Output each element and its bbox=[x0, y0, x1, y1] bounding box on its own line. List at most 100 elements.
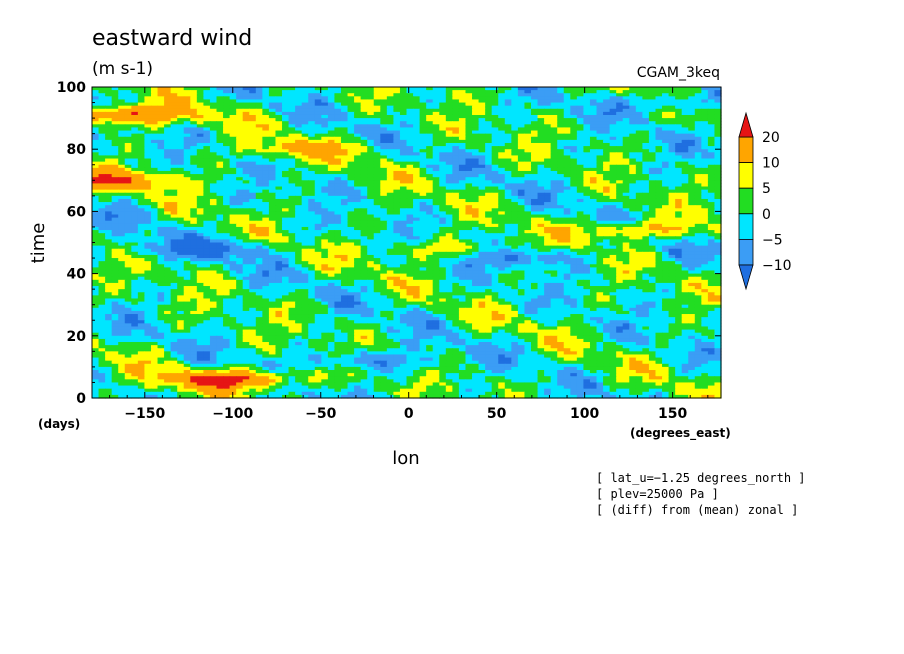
heatmap-cell bbox=[688, 87, 696, 91]
heatmap-cell bbox=[478, 127, 486, 132]
heatmap-cell bbox=[655, 161, 663, 166]
heatmap-cell bbox=[295, 108, 303, 113]
heatmap-cell bbox=[150, 152, 159, 157]
heatmap-cell bbox=[478, 217, 486, 222]
heatmap-cell bbox=[439, 180, 447, 185]
heatmap-cell bbox=[537, 105, 545, 110]
heatmap-cell bbox=[118, 152, 126, 157]
heatmap-cell bbox=[498, 158, 506, 163]
heatmap-cell bbox=[452, 198, 460, 203]
heatmap-cell bbox=[511, 121, 519, 125]
heatmap-cell bbox=[596, 142, 604, 147]
heatmap-cell bbox=[635, 90, 643, 94]
heatmap-cell bbox=[655, 111, 663, 116]
heatmap-cell bbox=[458, 149, 467, 153]
heatmap-cell bbox=[707, 186, 716, 191]
heatmap-cell bbox=[648, 236, 657, 240]
heatmap-cell bbox=[249, 114, 257, 119]
heatmap-cell bbox=[236, 142, 244, 147]
heatmap-cell bbox=[675, 208, 683, 212]
heatmap-cell bbox=[314, 217, 322, 222]
heatmap-cell bbox=[314, 198, 322, 203]
heatmap-cell bbox=[216, 90, 224, 94]
heatmap-cell bbox=[662, 230, 670, 234]
heatmap-cell bbox=[118, 242, 126, 247]
heatmap-cell bbox=[275, 202, 283, 206]
heatmap-cell bbox=[491, 202, 499, 206]
heatmap-cell bbox=[118, 93, 126, 97]
heatmap-cell bbox=[111, 161, 119, 166]
heatmap-cell bbox=[603, 183, 611, 188]
heatmap-cell bbox=[275, 239, 283, 244]
heatmap-cell bbox=[426, 155, 434, 160]
heatmap-cell bbox=[373, 146, 381, 150]
heatmap-cell bbox=[406, 202, 414, 206]
heatmap-cell bbox=[386, 118, 394, 122]
heatmap-cell bbox=[118, 183, 126, 188]
heatmap-cell bbox=[262, 121, 270, 125]
heatmap-cell bbox=[105, 108, 113, 113]
heatmap-cell bbox=[216, 180, 224, 185]
heatmap-cell bbox=[596, 174, 604, 178]
heatmap-cell bbox=[589, 127, 598, 132]
heatmap-cell bbox=[255, 142, 263, 147]
heatmap-cell bbox=[675, 195, 683, 200]
heatmap-cell bbox=[301, 189, 309, 194]
heatmap-cell bbox=[295, 167, 303, 172]
heatmap-cell bbox=[609, 121, 617, 125]
heatmap-cell bbox=[485, 96, 493, 101]
heatmap-cell bbox=[662, 155, 670, 160]
heatmap-cell bbox=[229, 202, 237, 206]
heatmap-cell bbox=[340, 230, 349, 234]
heatmap-cell bbox=[465, 99, 473, 104]
heatmap-cell bbox=[432, 167, 440, 172]
heatmap-cell bbox=[452, 105, 460, 110]
heatmap-cell bbox=[596, 208, 604, 212]
heatmap-cell bbox=[249, 245, 257, 250]
heatmap-cell bbox=[465, 183, 473, 188]
heatmap-cell bbox=[406, 208, 414, 212]
heatmap-cell bbox=[150, 220, 159, 225]
heatmap-cell bbox=[478, 158, 486, 163]
heatmap-cell bbox=[530, 118, 539, 122]
heatmap-cell bbox=[203, 180, 211, 185]
heatmap-cell bbox=[203, 130, 211, 135]
heatmap-cell bbox=[452, 189, 460, 194]
heatmap-cell bbox=[196, 186, 204, 191]
heatmap-cell bbox=[157, 202, 165, 206]
heatmap-cell bbox=[268, 93, 277, 97]
heatmap-cell bbox=[648, 99, 657, 104]
heatmap-cell bbox=[530, 180, 539, 185]
heatmap-cell bbox=[98, 170, 106, 175]
heatmap-cell bbox=[282, 211, 290, 216]
heatmap-cell bbox=[262, 108, 270, 113]
heatmap-cell bbox=[170, 99, 178, 104]
heatmap-cell bbox=[478, 230, 486, 234]
heatmap-cell bbox=[563, 233, 571, 237]
heatmap-cell bbox=[662, 152, 670, 157]
heatmap-cell bbox=[164, 146, 172, 150]
heatmap-cell bbox=[544, 226, 552, 231]
heatmap-cell bbox=[662, 124, 670, 129]
heatmap-cell bbox=[118, 108, 126, 113]
heatmap-cell bbox=[92, 230, 100, 234]
heatmap-cell bbox=[282, 186, 290, 191]
heatmap-cell bbox=[426, 202, 434, 206]
heatmap-cell bbox=[98, 158, 106, 163]
heatmap-cell bbox=[229, 205, 237, 209]
heatmap-cell bbox=[164, 220, 172, 225]
heatmap-cell bbox=[694, 121, 702, 125]
heatmap-cell bbox=[707, 220, 716, 225]
heatmap-cell bbox=[354, 99, 362, 104]
heatmap-cell bbox=[530, 211, 539, 216]
heatmap-cell bbox=[576, 226, 584, 231]
heatmap-cell bbox=[170, 198, 178, 203]
heatmap-cell bbox=[196, 96, 204, 101]
heatmap-cell bbox=[386, 195, 394, 200]
heatmap-cell bbox=[648, 124, 657, 129]
heatmap-cell bbox=[426, 121, 434, 125]
heatmap-cell bbox=[557, 164, 565, 169]
heatmap-cell bbox=[603, 155, 611, 160]
heatmap-cell bbox=[458, 230, 467, 234]
heatmap-cell bbox=[118, 205, 126, 209]
